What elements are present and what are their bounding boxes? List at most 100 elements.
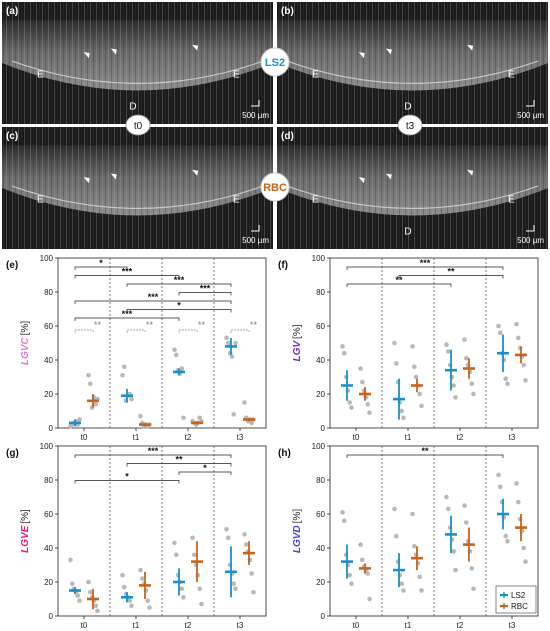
oct-image-panels: (a) E E D 500 µm (b) E E D 500 µm (c) E E 500 µm (d) E E… bbox=[2, 2, 548, 249]
data-point bbox=[77, 417, 82, 422]
data-point bbox=[226, 340, 231, 346]
data-point bbox=[95, 608, 100, 614]
within-bracket bbox=[230, 329, 250, 333]
scale-bar-label: 500 µm bbox=[517, 236, 544, 245]
x-tick-label: t3 bbox=[237, 433, 244, 442]
y-tick-label: 40 bbox=[44, 356, 53, 365]
x-tick-label: t1 bbox=[405, 621, 412, 630]
data-point bbox=[251, 589, 256, 595]
data-point bbox=[505, 381, 510, 387]
plot-legend: LS2 RBC bbox=[495, 585, 537, 614]
y-axis-label-unit: [%] bbox=[292, 509, 303, 524]
y-tick-label: 20 bbox=[44, 390, 53, 399]
data-point bbox=[498, 330, 503, 336]
between-bracket bbox=[126, 463, 232, 467]
data-point bbox=[231, 412, 236, 417]
data-point bbox=[399, 408, 405, 414]
arrowhead-marker bbox=[83, 177, 90, 184]
data-point bbox=[88, 381, 93, 387]
y-tick-label: 100 bbox=[312, 254, 326, 263]
data-point bbox=[129, 603, 134, 609]
between-bracket bbox=[74, 300, 232, 304]
scale-bar bbox=[251, 100, 260, 107]
y-axis-label: LGVE[%] bbox=[20, 509, 31, 553]
data-point bbox=[174, 352, 179, 358]
x-tick-label: t0 bbox=[353, 433, 360, 442]
rbc-badge-text: RBC bbox=[263, 182, 287, 194]
data-point bbox=[444, 494, 449, 500]
data-point bbox=[242, 400, 247, 405]
between-bracket bbox=[178, 471, 232, 475]
data-point bbox=[516, 499, 521, 505]
data-point bbox=[451, 549, 457, 554]
data-point bbox=[503, 376, 509, 382]
data-point bbox=[462, 337, 467, 342]
data-point bbox=[413, 374, 419, 380]
oct-label-E-left: E bbox=[312, 70, 319, 81]
y-axis-label-unit: [%] bbox=[292, 324, 303, 339]
y-tick-label: 60 bbox=[44, 322, 53, 331]
data-point bbox=[190, 535, 195, 541]
oct-interface-line bbox=[286, 185, 539, 209]
data-point bbox=[127, 598, 132, 603]
between-bracket-label: * bbox=[125, 472, 129, 482]
x-tick-label: t2 bbox=[457, 433, 464, 442]
plot-panel-label: (h) bbox=[278, 448, 291, 459]
data-point bbox=[75, 593, 80, 598]
between-bracket-label: *** bbox=[174, 275, 185, 285]
legend-entry: LS2 bbox=[511, 591, 526, 600]
data-point bbox=[179, 366, 184, 371]
data-point bbox=[410, 344, 415, 349]
data-point bbox=[521, 545, 526, 551]
oct-label-E-left: E bbox=[312, 195, 319, 206]
arrowhead-marker bbox=[467, 169, 474, 176]
data-point bbox=[138, 567, 143, 573]
between-bracket-label: * bbox=[177, 301, 181, 311]
y-tick-label: 0 bbox=[321, 424, 326, 433]
between-bracket-label: ** bbox=[421, 446, 429, 456]
between-bracket bbox=[74, 480, 180, 484]
between-bracket bbox=[346, 266, 504, 270]
data-point bbox=[197, 415, 202, 421]
y-tick-label: 80 bbox=[316, 476, 325, 485]
data-point bbox=[399, 581, 405, 586]
data-point bbox=[340, 510, 345, 515]
data-point bbox=[347, 400, 353, 405]
x-tick-label: t0 bbox=[81, 621, 88, 630]
data-point bbox=[138, 413, 143, 419]
data-point bbox=[514, 481, 519, 486]
scale-bar bbox=[526, 100, 535, 107]
y-tick-label: 20 bbox=[316, 578, 325, 587]
y-axis-label-unit: [%] bbox=[20, 321, 31, 336]
y-tick-label: 60 bbox=[316, 510, 325, 519]
x-tick-label: t2 bbox=[185, 433, 192, 442]
arrowhead-marker bbox=[385, 173, 392, 180]
y-tick-label: 0 bbox=[49, 424, 54, 433]
oct-label-D: D bbox=[404, 226, 411, 237]
data-point bbox=[88, 589, 93, 595]
oct-panel-label: (d) bbox=[281, 131, 294, 142]
data-point bbox=[412, 364, 417, 370]
data-point bbox=[233, 586, 238, 592]
data-point bbox=[224, 527, 229, 532]
between-bracket-label: *** bbox=[148, 292, 159, 302]
data-point bbox=[192, 552, 197, 558]
arrowhead-marker bbox=[83, 52, 90, 59]
plot-panel-label: (e) bbox=[6, 260, 18, 271]
arrowhead-marker bbox=[358, 177, 365, 184]
x-tick-label: t2 bbox=[185, 621, 192, 630]
within-bracket-label: ** bbox=[250, 320, 258, 330]
data-point bbox=[358, 366, 363, 371]
data-point bbox=[516, 335, 521, 341]
x-tick-label: t3 bbox=[509, 433, 516, 442]
data-point bbox=[93, 401, 98, 407]
data-point bbox=[394, 361, 399, 366]
y-axis-label: LGV[%] bbox=[292, 324, 303, 361]
data-point bbox=[514, 322, 519, 327]
data-point bbox=[360, 379, 365, 385]
y-tick-label: 0 bbox=[321, 612, 326, 621]
oct-label-E-left: E bbox=[37, 195, 44, 206]
data-point bbox=[342, 350, 347, 356]
data-point bbox=[496, 323, 501, 329]
y-tick-label: 40 bbox=[316, 356, 325, 365]
